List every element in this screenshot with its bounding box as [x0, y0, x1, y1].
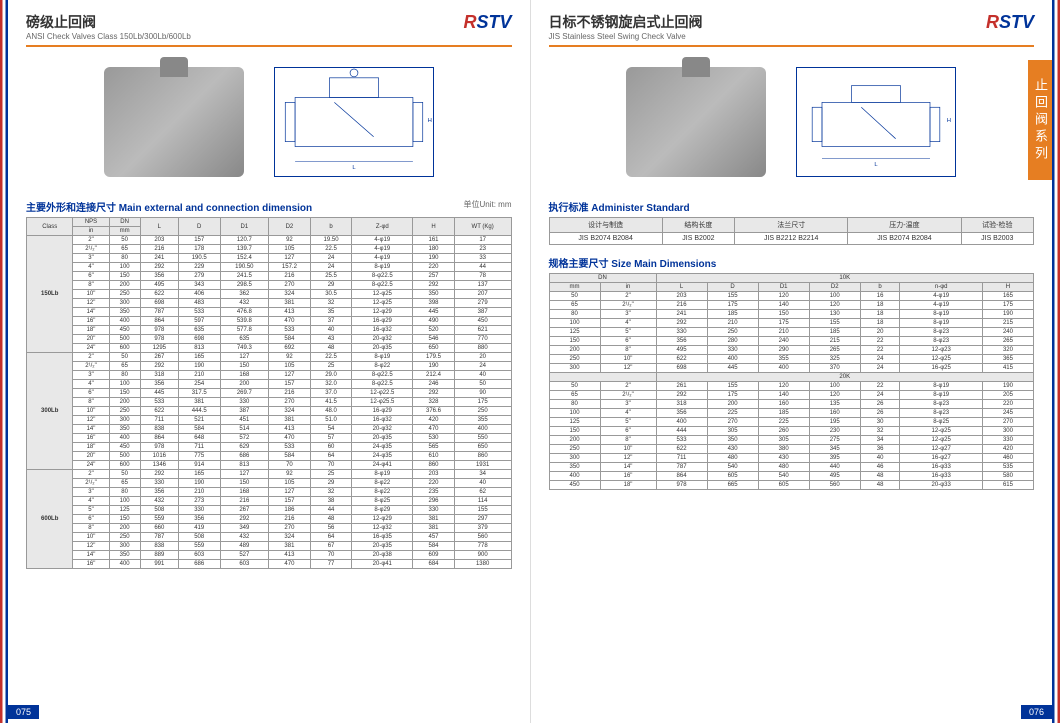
left-header: 磅级止回阀 ANSI Check Valves Class 150Lb/300L… — [26, 12, 512, 47]
right-color-edge — [1052, 0, 1060, 723]
page-num-left: 075 — [8, 705, 39, 719]
valve-photo-left — [104, 67, 244, 177]
right-figures: L H — [549, 57, 1035, 187]
right-header: 日标不锈钢旋启式止回阀 JIS Stainless Steel Swing Ch… — [549, 12, 1035, 47]
side-tab-right: 止回阀系列 — [1028, 60, 1052, 180]
svg-text:L: L — [352, 165, 356, 171]
left-figures: L H — [26, 57, 512, 187]
valve-drawing-right: L H — [796, 67, 956, 177]
page-num-right: 076 — [1021, 705, 1052, 719]
logo-left: RSTV — [463, 12, 511, 33]
left-color-edge — [0, 0, 8, 723]
right-dimension-table: DN10KmminLDD1D2bn-φdH502"203155120100164… — [549, 273, 1035, 490]
right-title-cn: 日标不锈钢旋启式止回阀 — [549, 12, 703, 32]
left-title-cn: 磅级止回阀 — [26, 12, 191, 32]
right-page: 日标不锈钢旋启式止回阀 JIS Stainless Steel Swing Ch… — [531, 0, 1053, 723]
standard-table: 设计与制造结构长度法兰尺寸压力-温度试验-检验JIS B2074 B2084JI… — [549, 217, 1035, 245]
left-page: 磅级止回阀 ANSI Check Valves Class 150Lb/300L… — [8, 0, 531, 723]
svg-text:L: L — [875, 162, 879, 168]
valve-drawing-left: L H — [274, 67, 434, 177]
dim-title: 规格主要尺寸 Size Main Dimensions — [549, 255, 1035, 270]
left-section-title: 主要外形和连接尺寸 Main external and connection d… — [26, 199, 512, 214]
left-title-en: ANSI Check Valves Class 150Lb/300Lb/600L… — [26, 32, 191, 41]
logo-right: RSTV — [986, 12, 1034, 33]
std-title: 执行标准 Administer Standard — [549, 199, 1035, 214]
svg-text:H: H — [427, 118, 431, 124]
left-dimension-table: ClassNPSDNLDD1D2bZ-φdHWT (Kg)inmm150Lb2"… — [26, 217, 512, 569]
svg-text:H: H — [947, 118, 951, 124]
valve-photo-right — [626, 67, 766, 177]
right-title-en: JIS Stainless Steel Swing Check Valve — [549, 32, 703, 41]
